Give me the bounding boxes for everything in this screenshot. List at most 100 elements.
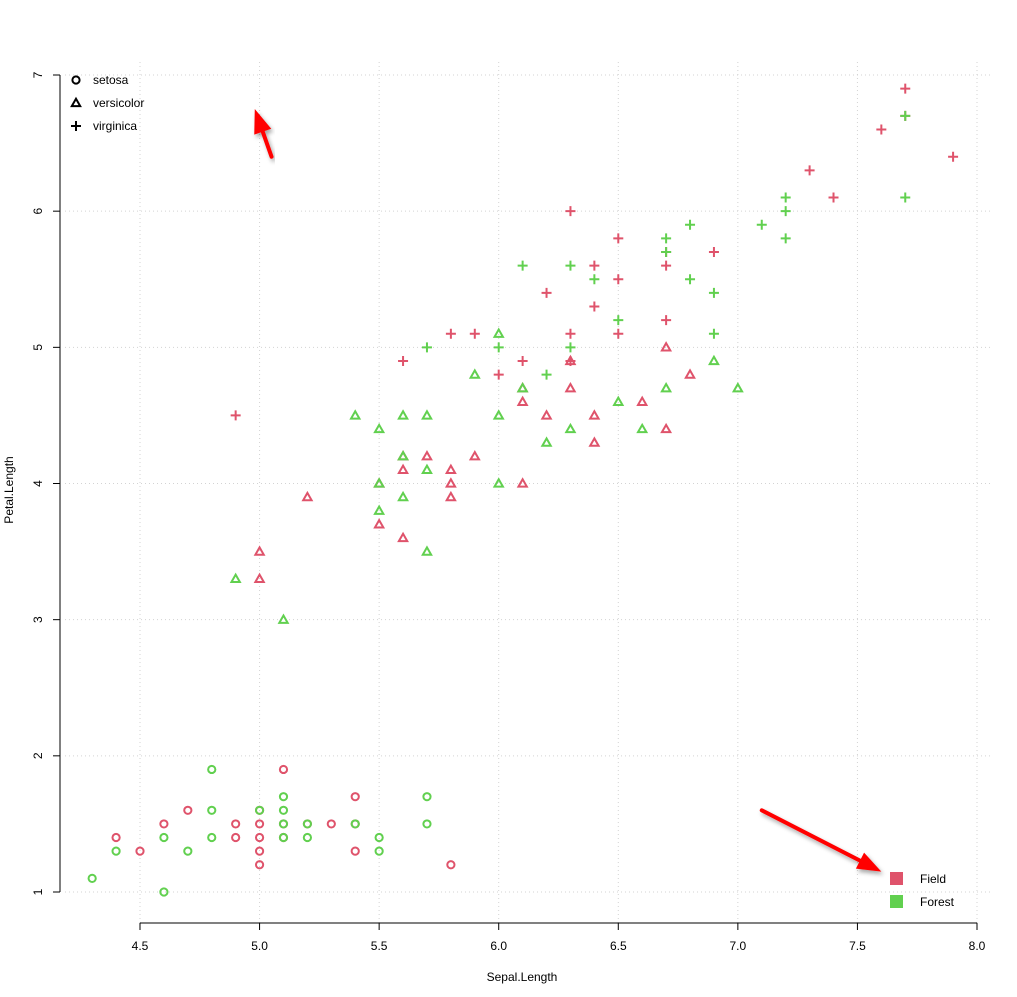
data-point-setosa-forest [374,832,384,843]
data-point-virginica-field [565,328,576,339]
y-tick-label: 3 [31,616,45,623]
y-tick-label: 2 [31,752,45,759]
data-point-virginica-field [613,328,624,339]
data-point-setosa-forest [422,792,432,802]
data-point-virginica-forest [421,342,432,353]
data-point-virginica-field [493,369,504,380]
legend-label-virginica: virginica [93,119,137,133]
data-point-versicolor-field [588,436,601,447]
data-point-versicolor-field [516,395,529,406]
data-point-setosa-field [231,832,241,843]
data-point-versicolor-forest [397,450,409,461]
data-point-versicolor-forest [660,381,673,393]
data-point-versicolor-forest [468,368,481,379]
data-point-setosa-field [254,832,265,843]
data-point-virginica-field [661,260,672,271]
data-point-versicolor-field [564,381,577,393]
data-point-versicolor-forest [421,545,433,556]
data-point-virginica-field [398,355,409,366]
data-point-versicolor-field [588,409,601,420]
data-point-virginica-forest [565,260,576,271]
data-point-virginica-field [708,247,719,258]
data-point-setosa-forest [183,846,193,856]
data-point-versicolor-forest [349,409,362,420]
data-point-setosa-field [111,832,121,843]
data-point-virginica-forest [708,287,719,298]
legend-label-forest: Forest [920,895,955,909]
data-point-setosa-field [135,846,145,856]
data-point-virginica-forest [493,342,504,353]
data-point-virginica-forest [780,192,791,203]
data-point-setosa-field [254,846,265,856]
color-legend: Field Forest [890,872,955,909]
arrow-head [254,109,272,135]
data-point-setosa-forest [374,846,384,856]
data-point-setosa-forest [422,819,432,829]
data-point-versicolor-forest [564,422,577,434]
data-point-versicolor-field [468,450,481,461]
data-point-virginica-field [565,206,576,217]
x-axis-title: Sepal.Length [487,970,558,984]
data-point-virginica-field [900,83,911,94]
data-point-setosa-field [446,860,456,870]
data-point-virginica-field [517,355,528,366]
x-tick-label: 7.5 [849,939,866,953]
data-point-virginica-field [613,233,624,244]
data-point-versicolor-field [444,490,457,502]
data-point-setosa-field [231,819,241,829]
data-point-setosa-field [278,764,289,775]
data-point-versicolor-forest [540,436,553,447]
data-point-versicolor-forest [636,422,649,434]
data-point-virginica-field [804,165,815,176]
arrow-shaft [759,808,862,863]
y-axis-title: Petal.Length [2,456,16,523]
data-point-versicolor-forest [277,613,290,624]
data-point-versicolor-forest [397,409,409,420]
x-tick-label: 6.5 [610,939,627,953]
data-point-versicolor-forest [708,354,720,366]
data-point-setosa-forest [278,832,289,843]
data-point-virginica-forest [541,369,552,380]
x-tick-label: 5.5 [371,939,388,953]
data-point-setosa-forest [159,887,169,897]
data-point-setosa-field [350,846,360,856]
data-point-versicolor-forest [516,381,529,393]
legend-label-versicolor: versicolor [93,96,144,110]
x-tick-label: 7.0 [730,939,747,953]
data-point-virginica-forest [708,328,719,339]
x-tick-label: 6.0 [490,939,507,953]
data-point-setosa-forest [278,805,289,815]
axes: 4.5 5.0 5.5 6.0 6.5 7.0 7.5 8.0 1 2 3 4 5 6 7 [31,71,986,953]
data-point-versicolor-field [444,477,457,488]
data-point-virginica-forest [589,274,600,285]
data-point-setosa-forest [87,873,97,883]
data-point-versicolor-field [516,477,529,488]
data-point-versicolor-forest [492,327,505,338]
data-point-virginica-field [565,355,576,366]
data-point-setosa-field [159,819,169,829]
data-point-virginica-field [589,260,600,271]
data-point-versicolor-forest [373,477,386,488]
grid [65,62,990,923]
data-point-setosa-field [350,792,360,802]
legend-triangle-icon [70,96,82,108]
shape-legend: setosa versicolor virginica [70,73,144,133]
data-point-setosa-forest [207,832,217,843]
data-point-virginica-field [445,328,456,339]
data-point-virginica-field [948,151,959,162]
x-tick-label: 8.0 [969,939,986,953]
data-point-versicolor-field [636,395,649,406]
data-point-versicolor-forest [421,463,433,475]
data-point-versicolor-field [373,518,386,529]
data-point-setosa-forest [159,832,169,843]
legend-plus-icon [71,121,81,131]
data-point-versicolor-field [253,545,266,556]
data-point-versicolor-forest [492,409,505,420]
data-point-versicolor-forest [229,572,242,583]
data-point-setosa-field [326,819,336,829]
arrow-head [855,852,882,872]
data-point-versicolor-forest [373,422,386,434]
data-point-versicolor-forest [731,381,744,393]
data-point-setosa-forest [302,832,312,843]
